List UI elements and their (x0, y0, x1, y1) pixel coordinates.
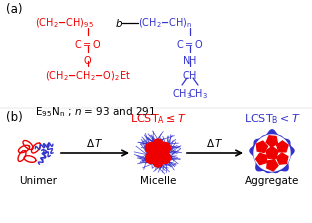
Text: Micelle: Micelle (140, 176, 176, 186)
Circle shape (159, 153, 170, 163)
Text: $\mathrm{LCST_B} < T$: $\mathrm{LCST_B} < T$ (244, 112, 300, 126)
Text: Unimer: Unimer (19, 176, 57, 186)
Circle shape (159, 142, 170, 153)
Text: $\mathsf{\left(CH_2{\boldsymbol{-}}CH\right)_{95}}$: $\mathsf{\left(CH_2{\boldsymbol{-}}CH\ri… (35, 16, 94, 30)
Text: $\mathsf{E_{95}N_n}$ ; $n$ = 93 and 291: $\mathsf{E_{95}N_n}$ ; $n$ = 93 and 291 (35, 105, 156, 119)
Text: $\mathsf{(CH_2{\boldsymbol{-}}CH_2{\boldsymbol{-}}O)_2Et}$: $\mathsf{(CH_2{\boldsymbol{-}}CH_2{\bold… (45, 69, 131, 83)
Text: $\mathsf{CH_3}$: $\mathsf{CH_3}$ (188, 87, 208, 101)
Text: $\mathsf{CH}$: $\mathsf{CH}$ (183, 69, 197, 81)
Circle shape (145, 142, 157, 153)
Circle shape (153, 157, 163, 167)
Text: $b$: $b$ (115, 17, 123, 29)
Text: $\Delta\,T$: $\Delta\,T$ (86, 137, 104, 149)
Polygon shape (250, 130, 294, 173)
Text: $\mathsf{C{=}O}$: $\mathsf{C{=}O}$ (74, 38, 102, 50)
Text: $\mathrm{LCST_A} \leq T$: $\mathrm{LCST_A} \leq T$ (130, 112, 186, 126)
Text: $\mathsf{NH}$: $\mathsf{NH}$ (182, 54, 197, 66)
Text: $\mathsf{C{=}O}$: $\mathsf{C{=}O}$ (176, 38, 204, 50)
Polygon shape (256, 141, 268, 153)
Circle shape (148, 143, 168, 163)
Polygon shape (256, 153, 266, 165)
Circle shape (145, 153, 157, 163)
Text: $\mathsf{CH_3}$: $\mathsf{CH_3}$ (172, 87, 192, 101)
Polygon shape (254, 135, 290, 171)
Polygon shape (267, 159, 278, 171)
Polygon shape (266, 147, 278, 158)
Text: $\Delta\,T$: $\Delta\,T$ (206, 137, 224, 149)
Text: $\mathsf{O}$: $\mathsf{O}$ (83, 54, 93, 66)
Text: (b): (b) (6, 111, 23, 124)
Polygon shape (266, 136, 277, 147)
Text: $\mathsf{\left(CH_2{\boldsymbol{-}}CH\right)_n}$: $\mathsf{\left(CH_2{\boldsymbol{-}}CH\ri… (138, 16, 193, 30)
Polygon shape (276, 153, 288, 164)
Circle shape (153, 139, 163, 149)
Text: (a): (a) (6, 3, 22, 16)
Text: Aggregate: Aggregate (245, 176, 299, 186)
Polygon shape (277, 141, 288, 152)
